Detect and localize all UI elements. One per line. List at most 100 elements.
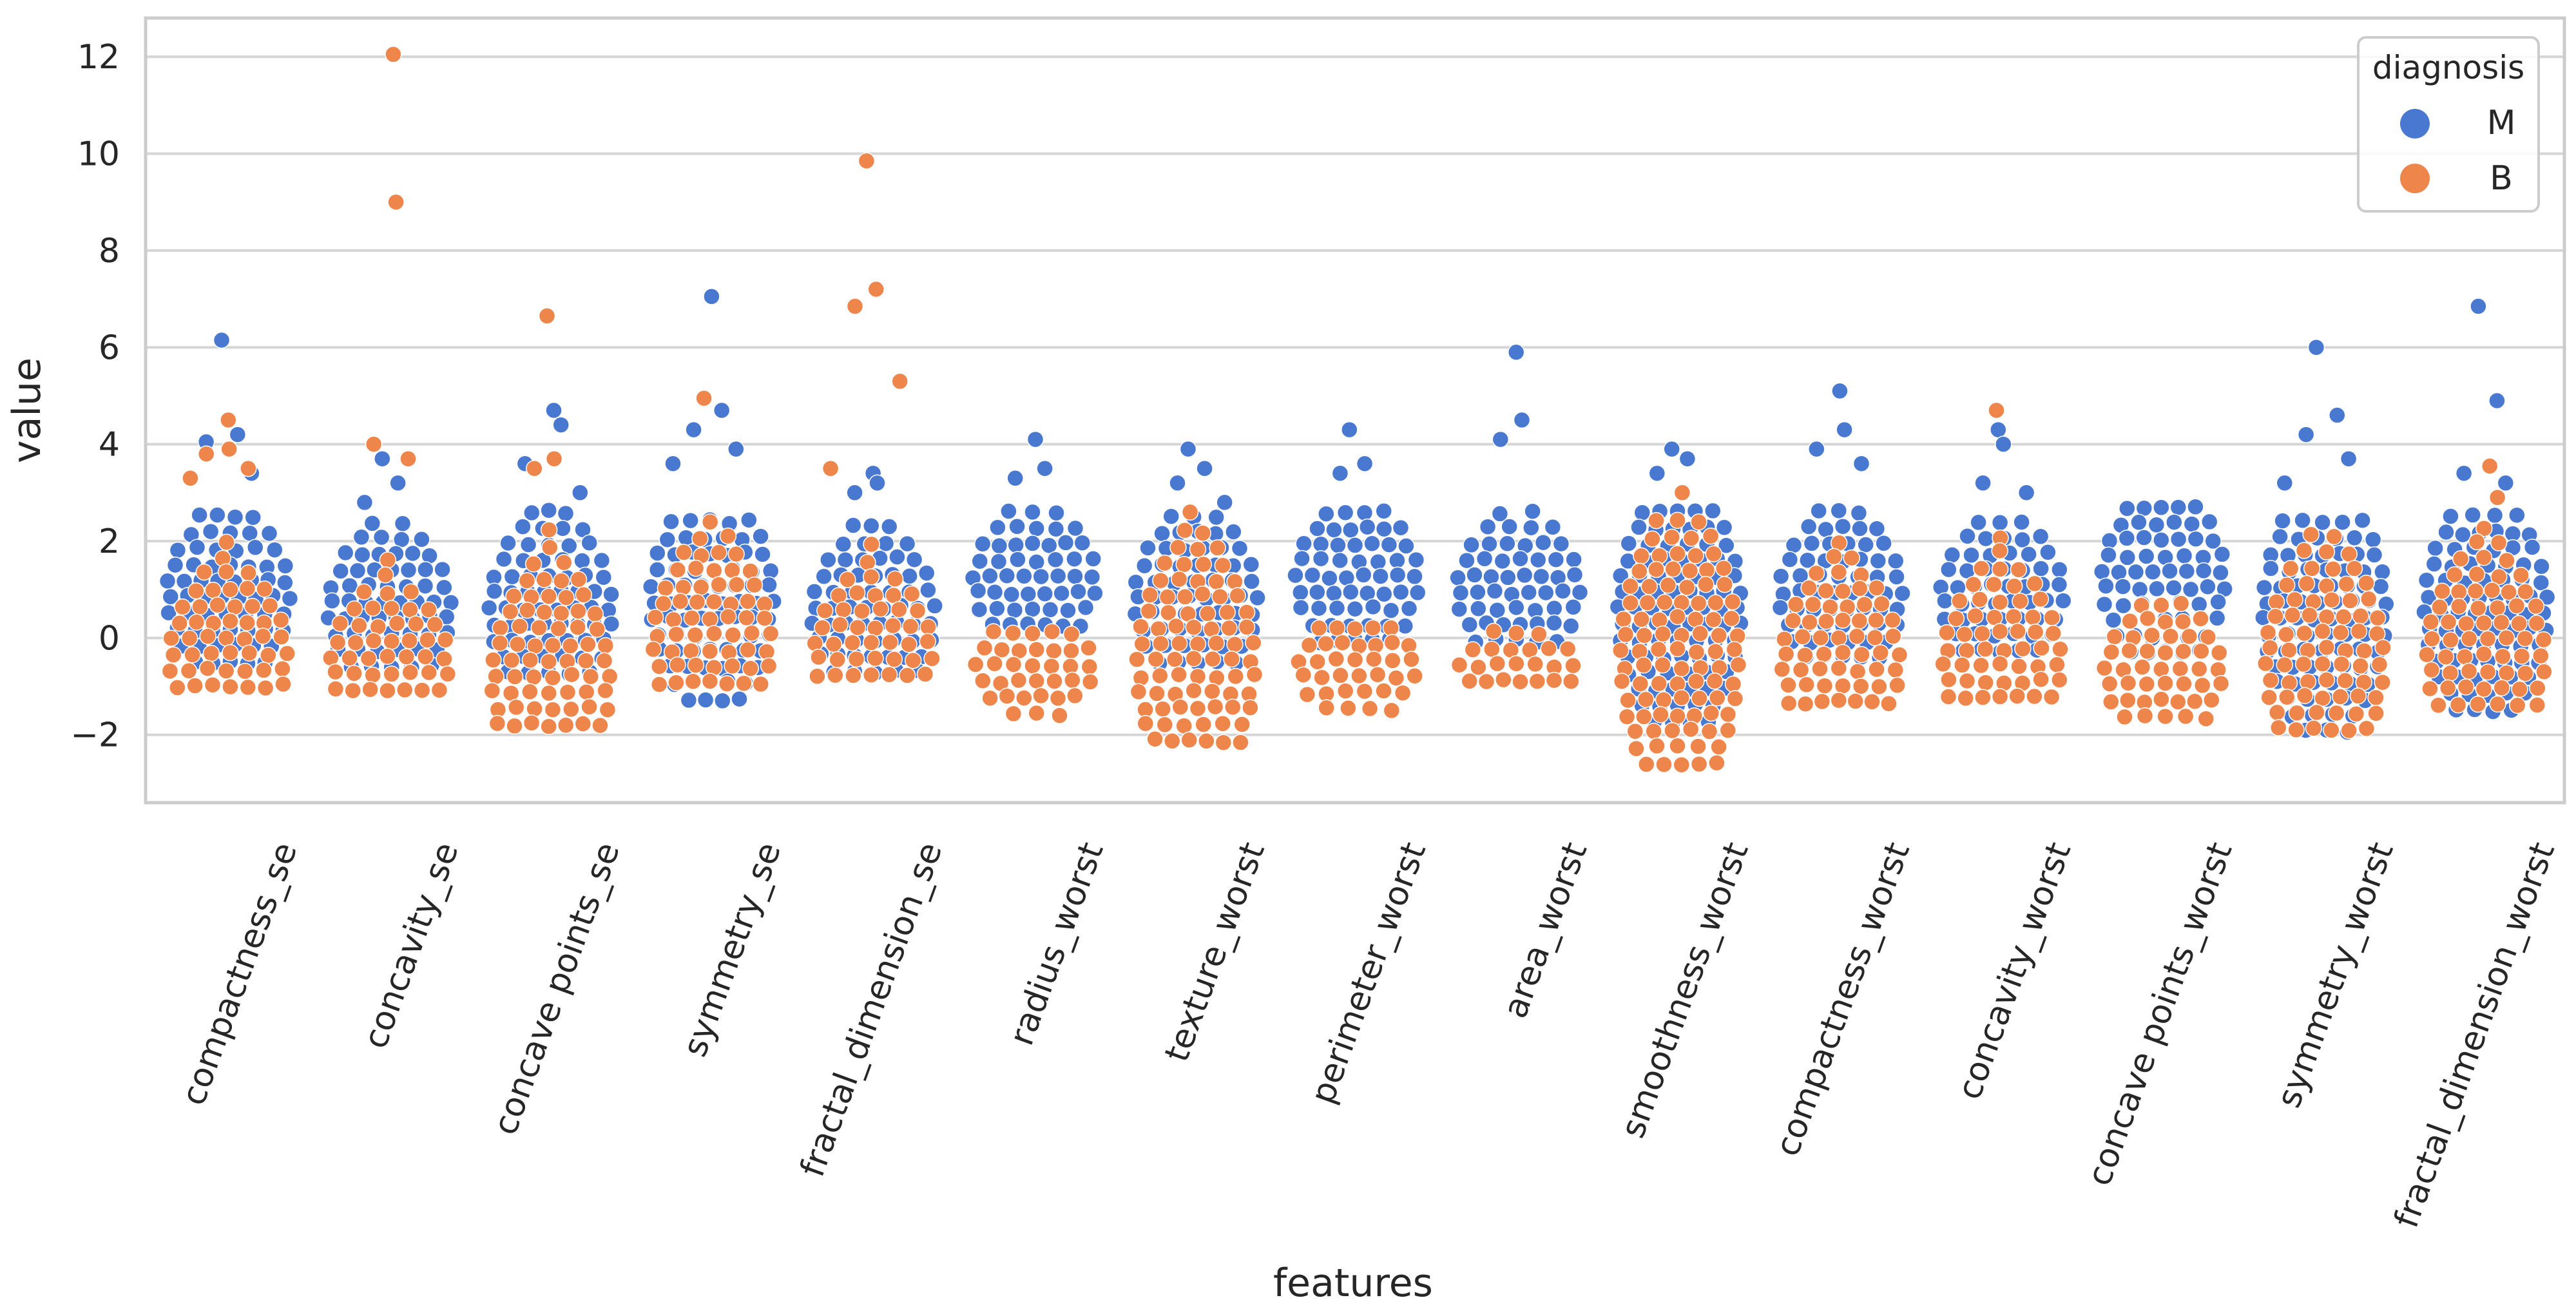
outlier-m: [1331, 464, 1349, 482]
point-m: [990, 537, 1008, 555]
point-m: [1375, 520, 1393, 538]
point-b: [222, 580, 239, 598]
point-m: [1977, 530, 1995, 548]
point-b: [810, 648, 827, 666]
data-points: [159, 46, 2556, 774]
y-tick-label: 0: [99, 619, 120, 658]
point-b: [863, 535, 880, 553]
point-b: [557, 589, 575, 606]
outlier-m: [685, 421, 702, 439]
outlier-m: [389, 474, 407, 492]
point-b: [1708, 754, 1725, 772]
point-m: [1364, 598, 1382, 616]
point-b: [2119, 674, 2137, 692]
point-m: [2212, 564, 2229, 582]
point-b: [2172, 595, 2190, 613]
point-b: [1830, 629, 1848, 647]
point-m: [1003, 586, 1021, 604]
point-m: [341, 577, 359, 595]
outlier-m: [1831, 382, 1849, 400]
point-b: [2457, 615, 2475, 633]
point-b: [2324, 560, 2342, 578]
point-b: [180, 629, 198, 647]
point-m: [1803, 535, 1821, 552]
point-b: [535, 571, 553, 588]
point-b: [439, 665, 457, 683]
point-b: [2367, 689, 2385, 707]
point-b: [739, 641, 756, 659]
point-b: [2332, 655, 2350, 673]
point-b: [2512, 566, 2530, 584]
point-b: [599, 701, 617, 718]
point-b: [169, 679, 186, 696]
point-m: [1449, 569, 1466, 587]
point-b: [2475, 549, 2493, 566]
point-b: [2175, 642, 2192, 660]
point-b: [1649, 640, 1668, 658]
outlier-m: [1507, 343, 1525, 361]
point-b: [923, 650, 941, 667]
point-m: [436, 578, 453, 597]
point-m: [1544, 519, 1562, 536]
point-b: [1209, 539, 1226, 557]
point-b: [2497, 664, 2515, 682]
point-b: [644, 640, 662, 658]
point-m: [1000, 502, 1017, 520]
point-m: [434, 560, 451, 578]
point-m: [2425, 555, 2443, 573]
legend-label-m: M: [2487, 104, 2516, 142]
point-b: [1673, 756, 1691, 774]
point-b: [329, 634, 347, 651]
point-b: [544, 701, 562, 718]
point-b: [881, 633, 899, 651]
point-b: [760, 657, 778, 675]
point-m: [560, 537, 578, 555]
point-b: [1132, 669, 1150, 687]
point-b: [655, 595, 672, 613]
point-b: [2143, 626, 2161, 644]
point-m: [2137, 548, 2155, 565]
point-b: [244, 597, 262, 615]
point-m: [2437, 523, 2455, 541]
point-b: [1710, 738, 1727, 756]
point-m: [990, 553, 1008, 571]
point-b: [814, 619, 831, 636]
point-m: [1309, 520, 1326, 537]
point-b: [2278, 688, 2296, 706]
point-b: [2302, 526, 2320, 543]
point-m: [1630, 519, 1648, 536]
point-b: [1801, 613, 1818, 631]
point-b: [355, 583, 373, 600]
point-b: [1659, 577, 1677, 594]
outlier-m: [703, 288, 720, 305]
point-b: [1648, 511, 1665, 530]
point-b: [2325, 528, 2343, 546]
point-b: [1384, 652, 1401, 669]
point-b: [2360, 590, 2378, 608]
point-b: [1224, 698, 1242, 716]
point-b: [745, 576, 764, 594]
point-b: [2308, 703, 2325, 721]
point-b: [1687, 673, 1705, 690]
point-b: [2493, 679, 2510, 696]
point-b: [1464, 641, 1482, 658]
outlier-b: [822, 459, 840, 477]
point-b: [1729, 656, 1747, 674]
point-m: [1715, 519, 1733, 537]
point-b: [2004, 607, 2023, 626]
point-b: [1245, 634, 1262, 652]
point-b: [1615, 610, 1632, 628]
point-b: [1189, 635, 1207, 653]
point-b: [557, 716, 575, 734]
point-b: [1152, 635, 1169, 653]
point-m: [1887, 552, 1905, 570]
point-b: [2442, 631, 2459, 649]
point-b: [2508, 696, 2526, 714]
point-b: [1309, 653, 1326, 671]
point-m: [2093, 563, 2111, 580]
point-m: [2130, 513, 2148, 531]
point-b: [239, 678, 257, 696]
point-b: [559, 683, 577, 701]
point-b: [1336, 682, 1354, 700]
point-b: [2439, 679, 2457, 697]
